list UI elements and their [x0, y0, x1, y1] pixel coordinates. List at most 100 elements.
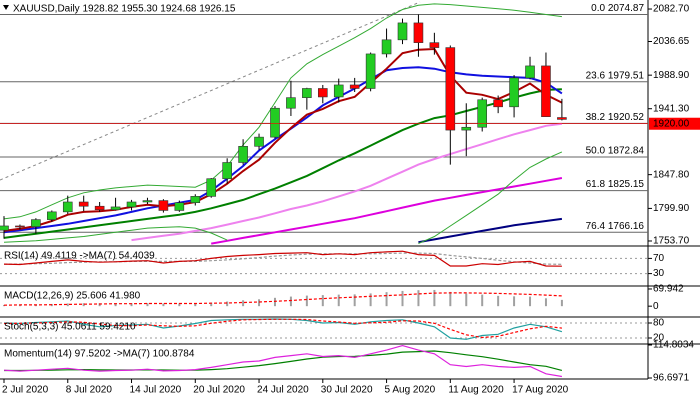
- candle-body: [15, 225, 25, 228]
- histogram-bar: [289, 296, 292, 307]
- histogram-bar: [130, 303, 133, 307]
- moving-average: [131, 122, 563, 242]
- histogram-bar: [162, 303, 165, 307]
- moving-average: [211, 177, 563, 245]
- candle-body: [238, 145, 248, 163]
- histogram-bar: [98, 303, 101, 307]
- histogram-bar: [305, 295, 308, 307]
- histogram-bar: [114, 303, 117, 307]
- candle-body: [31, 219, 41, 227]
- candle-body: [190, 196, 201, 203]
- histogram-bar: [433, 289, 436, 307]
- indicator-line: [3, 292, 562, 306]
- histogram-bar: [385, 292, 388, 307]
- moving-average: [3, 3, 562, 220]
- candle-body: [525, 65, 535, 79]
- y-tick-label: 1941.30: [653, 103, 690, 114]
- histogram-bar: [481, 294, 484, 307]
- histogram-bar: [194, 303, 197, 307]
- x-tick-label: 17 Aug 2020: [512, 385, 569, 396]
- candle-body: [445, 47, 456, 131]
- fib-level-label: 38.2 1920.52: [586, 112, 645, 123]
- histogram-bar: [401, 290, 404, 307]
- x-tick-label: 20 Jul 2020: [193, 385, 245, 396]
- candle-body: [541, 65, 551, 117]
- candle-body: [270, 107, 280, 138]
- y-tick-label: 2082.70: [653, 4, 690, 15]
- candle-body: [78, 201, 89, 207]
- candle-body: [429, 42, 440, 48]
- y-tick-label: 1847.80: [653, 169, 690, 180]
- y-tick-label: 1799.90: [653, 203, 690, 214]
- histogram-bar: [82, 303, 85, 307]
- histogram-bar: [210, 302, 213, 307]
- histogram-bar: [465, 293, 468, 307]
- candle-body: [557, 117, 567, 120]
- histogram-bar: [544, 298, 547, 307]
- trend-line: [0, 1, 421, 181]
- panel-title: Momentum(14) 97.5202 ->MA(7) 100.8784: [4, 349, 195, 360]
- moving-average: [3, 151, 563, 245]
- moving-average: [3, 88, 562, 239]
- x-tick-label: 14 Jul 2020: [130, 385, 182, 396]
- histogram-bar: [66, 303, 69, 307]
- candle-body: [254, 136, 264, 147]
- histogram-bar: [258, 299, 261, 307]
- candle-body: [222, 162, 232, 180]
- panel-title: XAUUSD,Daily 1928.82 1955.30 1924.68 192…: [13, 4, 236, 15]
- histogram-bar: [178, 303, 181, 307]
- histogram-bar: [146, 303, 149, 307]
- fib-level-label: 76.4 1766.16: [586, 221, 645, 232]
- y-tick-label: 1988.90: [653, 70, 690, 81]
- y-tick-label: 70: [653, 253, 665, 264]
- y-tick-label: 114.8034: [653, 340, 694, 351]
- fib-level-label: 50.0 1872.84: [586, 146, 645, 157]
- x-tick-label: 24 Jul 2020: [257, 385, 309, 396]
- panel-title: Stoch(5,3,3) 45.0611 59.4210: [4, 322, 136, 333]
- candle-body: [365, 53, 376, 89]
- indicator-line: [3, 318, 563, 340]
- candle-body: [158, 200, 169, 211]
- moving-average: [418, 217, 563, 244]
- plot-area: [0, 250, 648, 275]
- indicator-line: [3, 345, 563, 378]
- histogram-bar: [3, 304, 5, 307]
- histogram-bar: [513, 296, 516, 307]
- y-tick-label: 2036.65: [653, 36, 690, 47]
- candle-body: [477, 99, 488, 128]
- plot-area: [3, 345, 563, 378]
- last-price-box: [649, 117, 700, 130]
- candle-body: [206, 178, 217, 197]
- candle-body: [413, 22, 424, 43]
- fib-level-label: 0.0 2074.87: [591, 3, 644, 14]
- x-tick-label: 5 Aug 2020: [385, 385, 436, 396]
- histogram-bar: [337, 294, 340, 307]
- candle-body: [381, 39, 392, 55]
- indicator-line: [4, 350, 563, 372]
- candle-body: [302, 88, 312, 98]
- candle-body: [397, 22, 408, 41]
- y-tick-label: 0: [653, 301, 659, 312]
- histogram-bar: [449, 291, 452, 307]
- moving-average: [3, 66, 563, 234]
- x-tick-label: 2 Jul 2020: [2, 385, 49, 396]
- chart-icon: [3, 5, 9, 10]
- candle-body: [509, 77, 519, 108]
- y-tick-label: 80: [653, 318, 665, 329]
- histogram-bar: [226, 301, 229, 307]
- candle-body: [174, 202, 185, 211]
- y-tick-label: 69.942: [653, 284, 684, 295]
- candle-body: [349, 84, 360, 89]
- fib-level-label: 23.6 1979.51: [586, 70, 645, 81]
- candle-body: [333, 84, 344, 98]
- panel-title: MACD(12,26,9) 25.606 41.980: [4, 291, 141, 302]
- fib-level-label: 61.8 1825.15: [586, 179, 645, 190]
- histogram-bar: [369, 293, 372, 307]
- x-tick-label: 8 Jul 2020: [66, 385, 113, 396]
- y-tick-label: 30: [653, 268, 665, 279]
- candle-body: [286, 97, 296, 109]
- histogram-bar: [417, 290, 420, 307]
- indicator-line: [3, 250, 562, 267]
